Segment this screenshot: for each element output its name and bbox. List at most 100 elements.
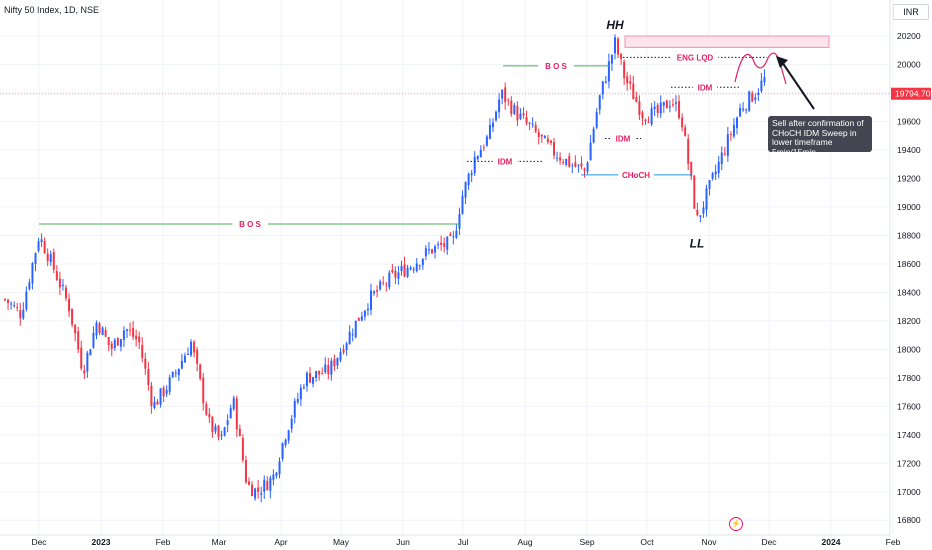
candle-body (501, 89, 504, 99)
candle-body (726, 134, 729, 156)
candle-body (98, 323, 101, 333)
y-tick-label: 17400 (897, 430, 921, 440)
candle-body (659, 102, 662, 114)
candle-body (607, 61, 610, 82)
candle-body (342, 349, 345, 353)
x-tick-label: Oct (640, 537, 654, 547)
candle-body (720, 152, 723, 165)
candle-body (324, 364, 327, 373)
candle-body (330, 360, 333, 375)
candle-body (421, 258, 424, 266)
candle-body (394, 270, 397, 278)
candle-body (714, 171, 717, 175)
grid (0, 0, 894, 535)
candle-body (626, 76, 629, 84)
candle-body (653, 106, 656, 110)
candle-body (443, 243, 446, 247)
candle-body (736, 117, 738, 128)
candle-body (174, 372, 177, 374)
structure-label: CHoCH (622, 171, 650, 180)
candle-body (531, 123, 534, 125)
candle-body (187, 353, 189, 355)
candle-body (55, 271, 58, 281)
candle-body (556, 157, 559, 159)
candle-body (101, 327, 104, 335)
candle-body (153, 401, 156, 408)
candle-body (424, 248, 427, 257)
supply-zone (624, 35, 830, 48)
arrow-line (781, 61, 815, 110)
candle-body (122, 330, 125, 340)
candle-body (272, 474, 275, 480)
candle-body (266, 480, 269, 491)
candle-body (223, 427, 226, 436)
candle-body (95, 322, 98, 336)
candle-body (589, 142, 592, 161)
candle-body (321, 373, 324, 375)
candle-body (534, 125, 537, 132)
candle-body (565, 158, 568, 165)
candle-body (293, 400, 296, 418)
candle-body (516, 106, 519, 121)
x-tick-label: Aug (517, 537, 532, 547)
lightning-icon[interactable]: ⚡ (729, 517, 743, 531)
candle-body (159, 388, 162, 405)
candle-body (116, 337, 119, 346)
candle-body (248, 481, 250, 485)
x-tick-label: Feb (156, 537, 171, 547)
x-tick-label: Feb (886, 537, 901, 547)
candle-body (357, 317, 360, 321)
candle-body (141, 344, 144, 359)
candle-body (260, 493, 263, 495)
candle-body (571, 165, 574, 167)
candle-body (68, 298, 71, 312)
candle-body (513, 105, 516, 114)
candle-body (729, 134, 732, 136)
candle-body (748, 91, 751, 111)
x-tick-label: Apr (274, 537, 287, 547)
candle-body (568, 156, 571, 167)
candle-body (488, 124, 491, 139)
structure-label: IDM (616, 135, 631, 144)
candle-body (498, 99, 501, 113)
candle-body (604, 81, 607, 83)
candle-body (751, 93, 754, 102)
y-tick-label: 18200 (897, 316, 921, 326)
annotations: B O S B O S IDM IDM IDM CHoCH ENG LQD HH LL (39, 18, 767, 250)
candle-body (28, 282, 31, 289)
time-axis: Dec 2023 Feb Mar Apr May Jun Jul Aug Sep Oct Nov Dec… (31, 537, 900, 547)
candle-body (553, 142, 555, 156)
y-tick-label: 17800 (897, 373, 921, 383)
candle-body (196, 349, 199, 364)
candle-body (647, 121, 650, 123)
candle-body (623, 61, 626, 79)
candle-body (363, 310, 366, 317)
x-tick-label: Dec (31, 537, 47, 547)
candle-body (7, 299, 10, 304)
candle-body (339, 352, 342, 361)
candle-body (406, 267, 409, 277)
candle-body (452, 236, 455, 238)
y-tick-label: 17000 (897, 487, 921, 497)
candle-body (717, 161, 720, 173)
candle-body (333, 359, 336, 367)
candle-body (687, 138, 690, 164)
candle-body (299, 387, 302, 400)
candle-body (351, 334, 354, 336)
candle-body (665, 100, 668, 109)
candle-body (211, 416, 214, 433)
candle-body (40, 239, 43, 243)
candle-body (504, 87, 507, 103)
last-price-label: 19794.70 (895, 89, 931, 99)
candle-body (702, 207, 705, 214)
candle-body (528, 122, 531, 124)
swing-label: HH (606, 18, 624, 32)
candle-body (366, 308, 369, 311)
candle-body (305, 372, 308, 387)
candle-body (370, 290, 372, 310)
candle-body (431, 249, 433, 254)
candle-body (458, 214, 461, 229)
candle-body (22, 309, 25, 319)
candle-body (641, 112, 644, 119)
